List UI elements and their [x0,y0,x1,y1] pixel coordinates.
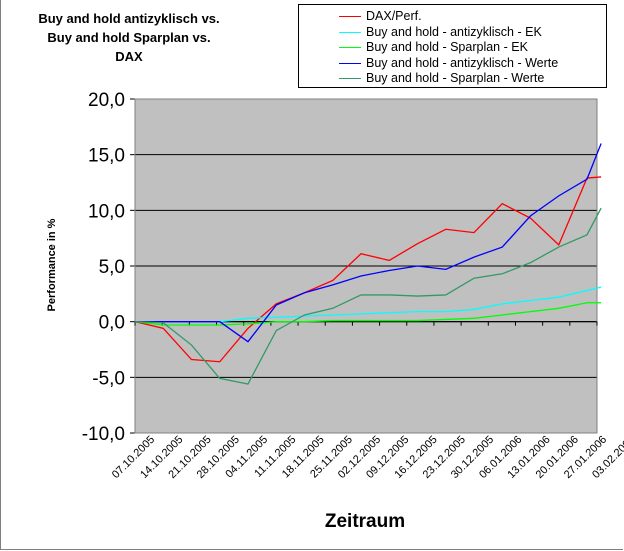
y-tick-label: 5,0 [99,257,125,278]
legend-swatch [339,62,361,64]
chart-title: Buy and hold antizyklisch vs. Buy and ho… [38,11,220,64]
series-line-0 [134,176,602,363]
legend-swatch [339,16,361,17]
legend-item: Buy and hold - Sparplan - Werte [299,70,606,86]
y-tick-label: 15,0 [88,146,125,167]
y-tick-labels: -10,0 -5,0 0,0 5,0 10,0 15,0 20,0 [82,90,125,445]
legend-item: DAX/Perf. [299,8,606,24]
legend-swatch [339,78,361,79]
legend-label: Buy and hold - Sparplan - Werte [366,71,545,85]
y-tick-label: 20,0 [88,90,125,111]
legend-swatch [339,47,361,48]
series-line-3 [135,143,602,343]
y-tick-label: -5,0 [92,368,125,389]
y-tick-label: 0,0 [99,313,125,334]
x-axis-label: Zeitraum [325,511,405,532]
legend-item: Buy and hold - antizyklisch - EK [299,24,606,40]
y-tick-label: 10,0 [88,201,125,222]
legend-swatch [339,31,361,33]
plot-border [134,98,598,434]
y-tick-label: -10,0 [82,424,125,445]
y-axis-label: Performance in % [46,218,58,311]
series-line-4 [134,207,602,385]
series-line-2 [134,302,602,326]
legend-label: Buy and hold - antizyklisch - Werte [366,55,559,70]
legend-label: DAX/Perf. [366,9,422,23]
x-tick-labels: 07.10.200514.10.200521.10.200528.10.2005… [110,434,624,481]
series-group [134,143,602,385]
legend-item: Buy and hold - antizyklisch - Werte [299,55,606,71]
legend-label: Buy and hold - antizyklisch - EK [366,24,542,39]
legend-label: Buy and hold - Sparplan - EK [366,40,528,54]
chart-legend: DAX/Perf. Buy and hold - antizyklisch - E… [298,4,607,88]
legend-item: Buy and hold - Sparplan - EK [299,39,606,55]
